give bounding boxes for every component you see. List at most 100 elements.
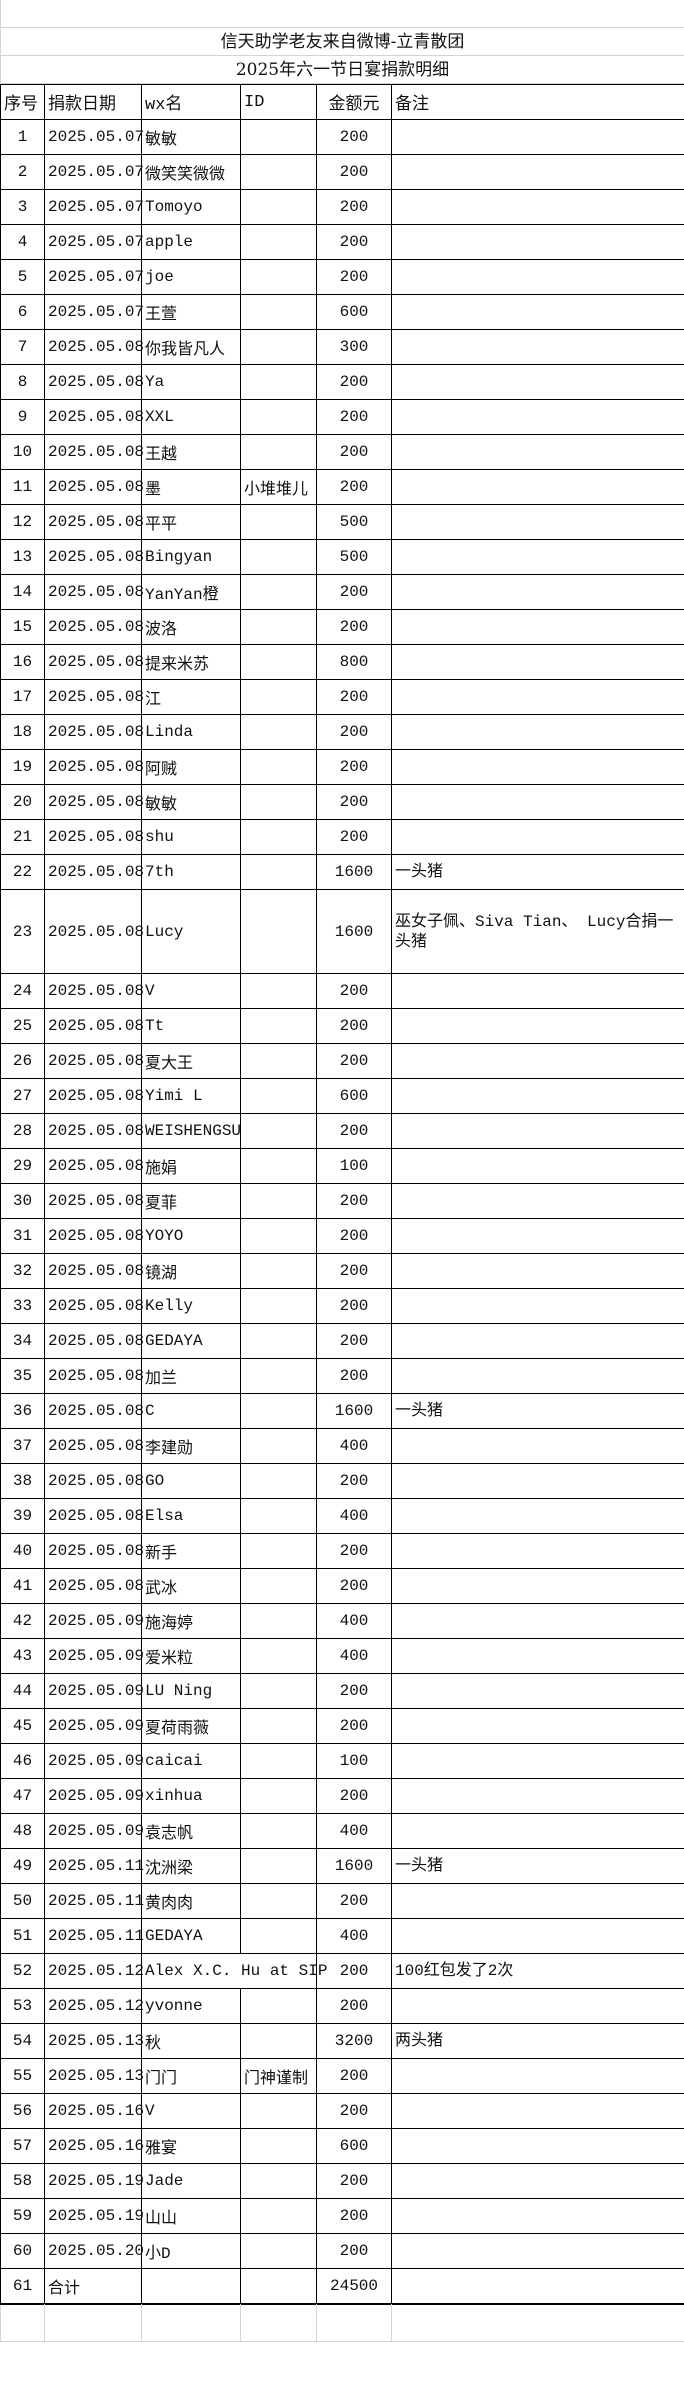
- cell-date[interactable]: 2025.05.07: [44, 294, 144, 330]
- cell-date[interactable]: 2025.05.08: [44, 819, 144, 855]
- cell-wx-name[interactable]: 夏大王: [141, 1043, 241, 1079]
- cell-index[interactable]: 49: [0, 1848, 45, 1884]
- cell-id[interactable]: [240, 329, 317, 365]
- cell-wx-name[interactable]: C: [141, 1393, 241, 1429]
- cell-index[interactable]: 54: [0, 2023, 45, 2059]
- cell-amount[interactable]: 400: [316, 1498, 392, 1534]
- cell-note[interactable]: [391, 1778, 684, 1814]
- blank-cell[interactable]: [141, 2304, 241, 2342]
- blank-cell[interactable]: [391, 2304, 684, 2342]
- cell-date[interactable]: 2025.05.11: [44, 1918, 144, 1954]
- cell-note[interactable]: [391, 224, 684, 260]
- cell-note[interactable]: 一头猪: [391, 854, 684, 890]
- cell-index[interactable]: 56: [0, 2093, 45, 2129]
- cell-date[interactable]: 2025.05.19: [44, 2198, 144, 2234]
- cell-amount[interactable]: 100: [316, 1743, 392, 1779]
- cell-note[interactable]: [391, 189, 684, 225]
- cell-id[interactable]: [240, 1078, 317, 1114]
- cell-note[interactable]: [391, 329, 684, 365]
- cell-index[interactable]: 4: [0, 224, 45, 260]
- cell-wx-name[interactable]: 门门: [141, 2058, 241, 2094]
- cell-amount[interactable]: 200: [316, 2233, 392, 2269]
- cell-amount[interactable]: 200: [316, 154, 392, 190]
- cell-date[interactable]: 2025.05.08: [44, 574, 144, 610]
- cell-index[interactable]: 10: [0, 434, 45, 470]
- cell-date[interactable]: 2025.05.08: [44, 1533, 144, 1569]
- cell-date[interactable]: 2025.05.08: [44, 854, 144, 890]
- cell-amount[interactable]: 200: [316, 1218, 392, 1254]
- cell-index[interactable]: 33: [0, 1288, 45, 1324]
- cell-id[interactable]: [240, 819, 317, 855]
- cell-index[interactable]: 19: [0, 749, 45, 785]
- cell-note[interactable]: [391, 1463, 684, 1499]
- cell-wx-name[interactable]: 爱米粒: [141, 1638, 241, 1674]
- cell-date[interactable]: 2025.05.08: [44, 399, 144, 435]
- cell-amount[interactable]: 200: [316, 609, 392, 645]
- cell-id[interactable]: [240, 154, 317, 190]
- cell-note[interactable]: [391, 679, 684, 715]
- cell-amount[interactable]: 200: [316, 714, 392, 750]
- cell-note[interactable]: [391, 154, 684, 190]
- cell-note[interactable]: [391, 1008, 684, 1044]
- cell-wx-name[interactable]: joe: [141, 259, 241, 295]
- cell-index[interactable]: 30: [0, 1183, 45, 1219]
- cell-note[interactable]: [391, 1498, 684, 1534]
- cell-index[interactable]: 27: [0, 1078, 45, 1114]
- cell-wx-name[interactable]: Kelly: [141, 1288, 241, 1324]
- cell-id[interactable]: [240, 1043, 317, 1079]
- cell-amount[interactable]: 400: [316, 1813, 392, 1849]
- cell-amount[interactable]: 200: [316, 2093, 392, 2129]
- cell-index[interactable]: 20: [0, 784, 45, 820]
- cell-amount[interactable]: 200: [316, 784, 392, 820]
- cell-note[interactable]: [391, 574, 684, 610]
- cell-id[interactable]: 小堆堆儿: [240, 469, 317, 505]
- cell-wx-name[interactable]: 你我皆凡人: [141, 329, 241, 365]
- cell-note[interactable]: [391, 1603, 684, 1639]
- cell-index[interactable]: 29: [0, 1148, 45, 1184]
- cell-date[interactable]: 2025.05.08: [44, 364, 144, 400]
- cell-index[interactable]: 21: [0, 819, 45, 855]
- cell-note[interactable]: [391, 1148, 684, 1184]
- cell-id[interactable]: [240, 364, 317, 400]
- cell-id[interactable]: [240, 1498, 317, 1534]
- cell-wx-name[interactable]: [141, 2268, 241, 2304]
- cell-index[interactable]: 5: [0, 259, 45, 295]
- cell-index[interactable]: 55: [0, 2058, 45, 2094]
- cell-id[interactable]: [240, 1358, 317, 1394]
- cell-wx-name[interactable]: 墨: [141, 469, 241, 505]
- cell-wx-name[interactable]: Jade: [141, 2163, 241, 2199]
- cell-amount[interactable]: 200: [316, 1778, 392, 1814]
- cell-amount[interactable]: 200: [316, 364, 392, 400]
- cell-note[interactable]: 一头猪: [391, 1393, 684, 1429]
- cell-amount[interactable]: 1600: [316, 1393, 392, 1429]
- cell-index[interactable]: 28: [0, 1113, 45, 1149]
- cell-index[interactable]: 26: [0, 1043, 45, 1079]
- cell-note[interactable]: [391, 784, 684, 820]
- cell-date[interactable]: 2025.05.11: [44, 1848, 144, 1884]
- cell-index[interactable]: 42: [0, 1603, 45, 1639]
- cell-date[interactable]: 2025.05.12: [44, 1988, 144, 2024]
- cell-wx-name[interactable]: 波洛: [141, 609, 241, 645]
- cell-date[interactable]: 2025.05.08: [44, 1358, 144, 1394]
- cell-date[interactable]: 2025.05.08: [44, 1078, 144, 1114]
- cell-wx-name[interactable]: GEDAYA: [141, 1918, 241, 1954]
- cell-amount[interactable]: 200: [316, 1673, 392, 1709]
- cell-wx-name[interactable]: 雅宴: [141, 2128, 241, 2164]
- cell-note[interactable]: [391, 399, 684, 435]
- cell-id[interactable]: [240, 1743, 317, 1779]
- cell-wx-name[interactable]: XXL: [141, 399, 241, 435]
- cell-note[interactable]: [391, 469, 684, 505]
- cell-index[interactable]: 40: [0, 1533, 45, 1569]
- cell-note[interactable]: [391, 973, 684, 1009]
- cell-wx-name[interactable]: Ya: [141, 364, 241, 400]
- cell-wx-name[interactable]: V: [141, 973, 241, 1009]
- cell-date[interactable]: 2025.05.08: [44, 889, 144, 974]
- cell-id[interactable]: [240, 2198, 317, 2234]
- cell-amount[interactable]: 200: [316, 1253, 392, 1289]
- cell-id[interactable]: [240, 1883, 317, 1919]
- cell-note[interactable]: [391, 1883, 684, 1919]
- cell-date[interactable]: 2025.05.13: [44, 2058, 144, 2094]
- cell-wx-name[interactable]: xinhua: [141, 1778, 241, 1814]
- cell-id[interactable]: [240, 784, 317, 820]
- cell-date[interactable]: 2025.05.16: [44, 2093, 144, 2129]
